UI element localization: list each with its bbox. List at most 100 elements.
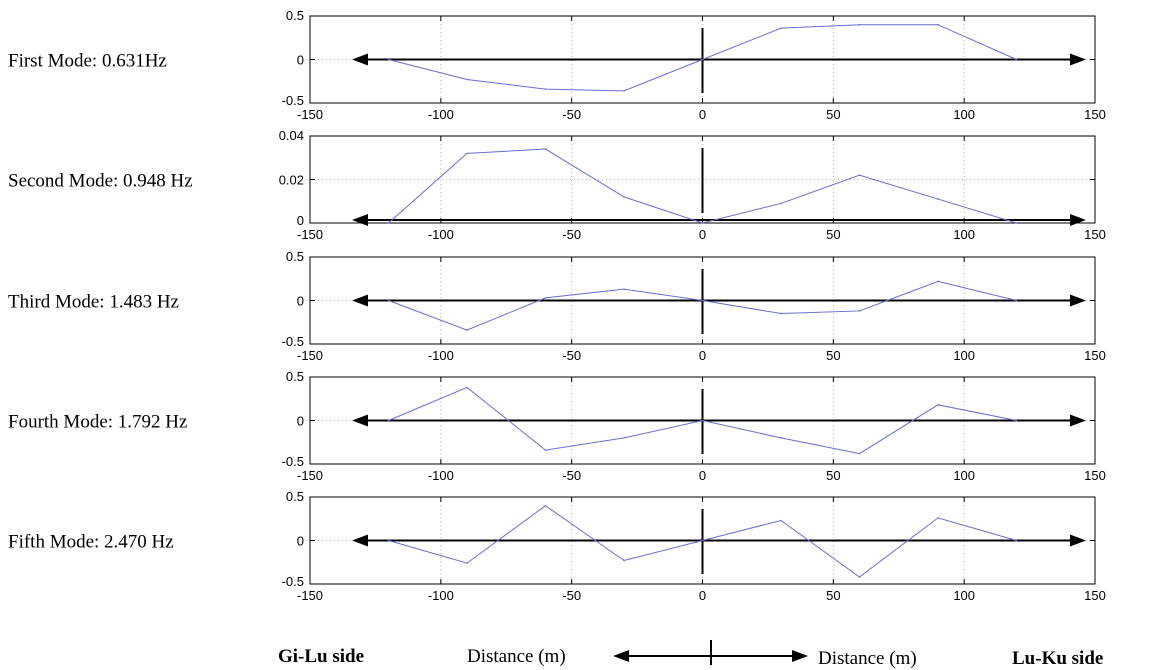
data-point [937,23,939,26]
mode-panel-1: First Mode: 0.631Hz -150 -100 -50 0 50 100 150 0… [8,8,1106,122]
data-point [544,504,547,507]
y-tick-label: 0.04 [279,128,304,143]
data-point [1015,299,1018,302]
data-point [937,517,939,519]
x-tick-label: -100 [428,227,454,242]
mode-panel-3: Third Mode: 1.483 Hz -150 -100 -50 0 50 100 150… [8,249,1106,363]
y-tick-label: -0.5 [282,454,304,469]
data-point [387,419,390,422]
data-point [780,312,782,315]
x-tick-label: -100 [428,588,454,603]
x-tick-label: -150 [297,588,323,603]
x-tick-label: 50 [826,588,840,603]
x-tick-label: -100 [428,468,454,483]
data-point [466,562,468,564]
data-point [780,519,782,522]
data-point [701,222,704,224]
data-point [387,299,390,302]
data-point [701,419,704,422]
y-tick-label: -0.5 [282,93,304,108]
mode-panel-5: Fifth Mode: 2.470 Hz -150 -100 -50 0 50 100 150… [8,489,1106,603]
left-distance-arrowhead [613,650,629,662]
axis-arrowhead-right [1070,414,1086,427]
x-tick-label: 50 [826,107,840,122]
data-point [623,437,625,439]
x-tick-label: 100 [953,107,975,122]
y-tick-label: 0.02 [279,173,304,188]
data-point [780,27,782,29]
y-tick-label: 0 [297,213,304,228]
mode-panel-2: Second Mode: 0.948 Hz -150 -100 -50 0 50 100 15… [8,128,1106,242]
x-tick-label: 150 [1084,348,1106,363]
y-tick-label: -0.5 [282,574,304,589]
mode-label-4: Fourth Mode: 1.792 Hz [8,412,187,433]
x-tick-label: 100 [953,227,975,242]
right-distance-arrowhead [792,650,808,662]
x-tick-label: -150 [297,348,323,363]
x-tick-label: -50 [562,468,581,483]
data-point [623,288,625,290]
data-point [937,198,939,200]
data-point [858,310,861,312]
data-point [780,202,782,205]
data-point [387,58,390,61]
x-tick-label: 100 [953,348,975,363]
axis-arrowhead-right [1070,534,1086,547]
data-point [1015,58,1018,61]
lu-ku-side-label: Lu-Ku side [1012,648,1103,669]
right-distance-label: Distance (m) [818,648,917,669]
x-tick-label: -150 [297,468,323,483]
axis-arrowhead-left [352,53,368,66]
data-point [858,23,861,26]
x-tick-label: -50 [562,348,581,363]
x-tick-label: 50 [826,348,840,363]
x-tick-label: -50 [562,107,581,122]
x-tick-label: 50 [826,227,840,242]
x-tick-label: -50 [562,227,581,242]
x-tick-label: 0 [699,227,706,242]
y-tick-label: 0.5 [286,369,304,384]
axis-arrowhead-left [352,294,368,307]
left-distance-label: Distance (m) [467,646,566,667]
data-point [387,539,390,542]
x-tick-label: 0 [699,468,706,483]
axis-arrowhead-left [352,534,368,547]
axis-arrowhead-left [352,414,368,427]
data-point [858,174,861,176]
data-point [544,88,547,90]
footer: Gi-Lu side Distance (m) Distance (m) Lu-… [278,640,1103,669]
x-tick-label: 150 [1084,588,1106,603]
y-tick-label: 0.5 [286,489,304,504]
mode-label-3: Third Mode: 1.483 Hz [8,292,179,313]
x-tick-label: 0 [699,588,706,603]
y-tick-label: 0 [297,294,304,309]
data-point [466,78,468,81]
x-tick-label: 150 [1084,468,1106,483]
data-point [544,449,547,451]
data-point [858,452,861,455]
data-point [544,148,547,150]
data-point [780,437,782,439]
y-tick-label: 0 [297,414,304,429]
x-tick-label: 150 [1084,107,1106,122]
y-tick-label: 0 [297,534,304,549]
axis-arrowhead-right [1070,53,1086,66]
data-point [701,299,704,302]
mode-label-1: First Mode: 0.631Hz [8,51,167,72]
axis-arrowhead-right [1070,214,1086,226]
y-tick-label: 0.5 [286,8,304,23]
data-point [623,196,625,198]
mode-panels: First Mode: 0.631Hz -150 -100 -50 0 50 100 150 0… [8,8,1106,603]
data-point [544,297,547,299]
data-point [1015,222,1018,224]
data-point [701,58,704,61]
y-tick-label: 0.5 [286,249,304,264]
axis-arrowhead-right [1070,294,1086,307]
data-point [701,539,704,542]
mode-label-5: Fifth Mode: 2.470 Hz [8,532,174,553]
mode-label-2: Second Mode: 0.948 Hz [8,171,193,192]
data-point [466,329,468,331]
data-point [623,90,625,92]
x-tick-label: -100 [428,107,454,122]
